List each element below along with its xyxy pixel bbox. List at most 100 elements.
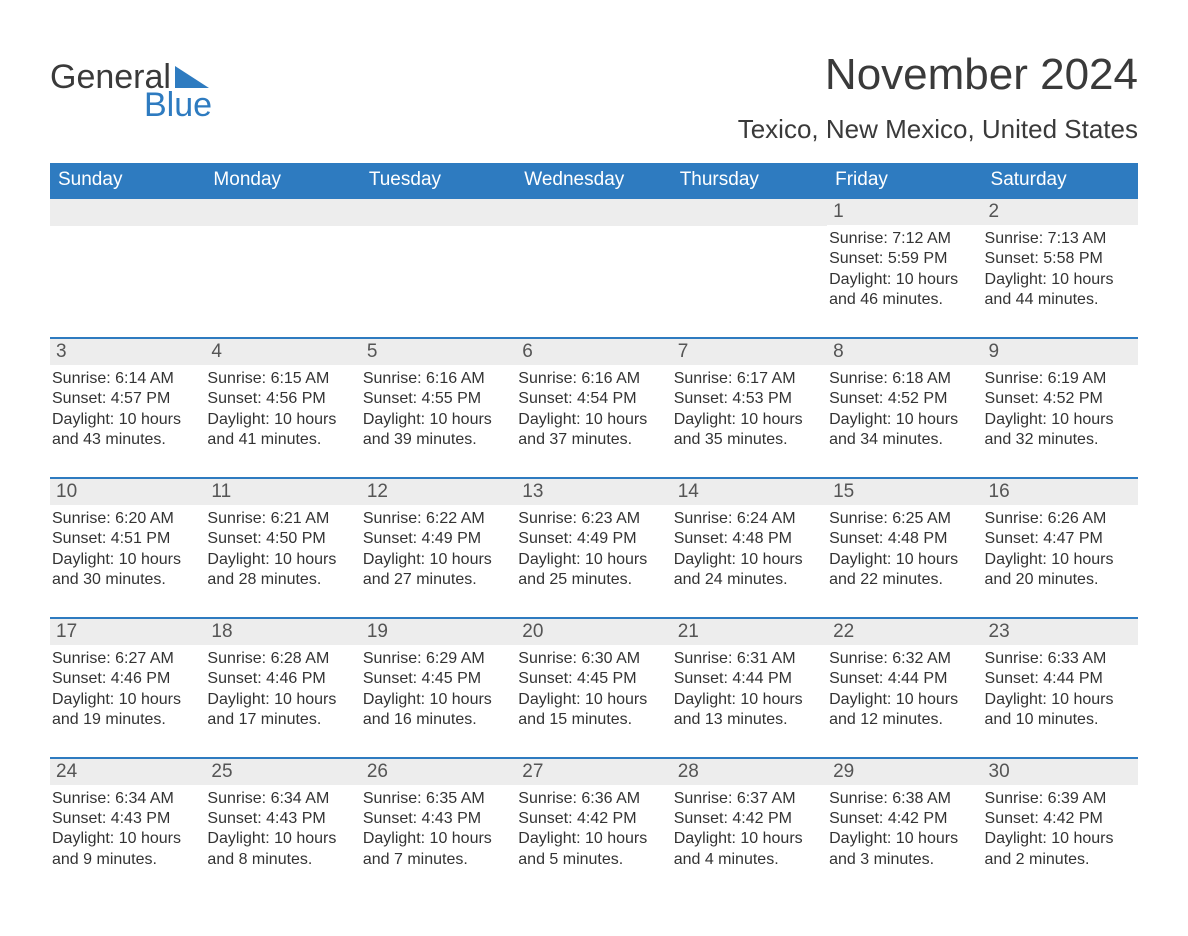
sunrise-line: Sunrise: 6:15 AM — [207, 369, 354, 389]
weekday-header: Monday — [205, 163, 360, 198]
weekday-header: Tuesday — [361, 163, 516, 198]
calendar-cell: 1Sunrise: 7:12 AMSunset: 5:59 PMDaylight… — [827, 198, 982, 338]
day-info: Sunrise: 6:32 AMSunset: 4:44 PMDaylight:… — [827, 649, 976, 731]
sunset-line: Sunset: 4:42 PM — [518, 809, 665, 829]
day-info: Sunrise: 6:39 AMSunset: 4:42 PMDaylight:… — [983, 789, 1132, 871]
day-number: 1 — [827, 199, 982, 225]
sunset-line: Sunset: 4:52 PM — [985, 389, 1132, 409]
daylight-line: Daylight: 10 hours and 2 minutes. — [985, 829, 1132, 870]
calendar-row: 1Sunrise: 7:12 AMSunset: 5:59 PMDaylight… — [50, 198, 1138, 338]
sunset-line: Sunset: 4:44 PM — [985, 669, 1132, 689]
weekday-header: Wednesday — [516, 163, 671, 198]
calendar-cell: 9Sunrise: 6:19 AMSunset: 4:52 PMDaylight… — [983, 338, 1138, 478]
day-number: 11 — [205, 479, 360, 505]
sunrise-line: Sunrise: 6:26 AM — [985, 509, 1132, 529]
calendar-cell: 11Sunrise: 6:21 AMSunset: 4:50 PMDayligh… — [205, 478, 360, 618]
calendar-row: 10 Sunrise: 6:20 AMSunset: 4:51 PM Dayligh… — [50, 478, 1138, 618]
daylight-line: Daylight: 10 hours and 46 minutes. — [829, 270, 976, 311]
daylight-line: Daylight: 10 hours and 41 minutes. — [207, 410, 354, 451]
sunset-line: Sunset: 4:49 PM — [363, 529, 510, 549]
sunrise-line: Sunrise: 7:13 AM — [985, 229, 1132, 249]
empty-day-bar — [205, 199, 360, 226]
daylight-line: Daylight: 10 hours and 24 minutes. — [674, 550, 821, 591]
sunrise-line: Sunrise: 6:23 AM — [518, 509, 665, 529]
calendar-table: SundayMondayTuesdayWednesdayThursdayFrid… — [50, 163, 1138, 896]
day-number: 24 — [50, 759, 205, 785]
day-number: 10 — [50, 479, 205, 505]
day-number: 8 — [827, 339, 982, 365]
calendar-cell — [516, 198, 671, 338]
sunrise-line: Sunrise: 6:38 AM — [829, 789, 976, 809]
day-number: 16 — [983, 479, 1138, 505]
calendar-cell — [361, 198, 516, 338]
sunset-line: Sunset: 4:51 PM — [52, 529, 199, 549]
day-info: Sunrise: 6:34 AMSunset: 4:43 PMDaylight:… — [205, 789, 354, 871]
sunrise-line: Sunrise: 6:16 AM — [518, 369, 665, 389]
calendar-row: 24Sunrise: 6:34 AMSunset: 4:43 PMDayligh… — [50, 758, 1138, 897]
sunrise-line: Sunrise: 6:28 AM — [207, 649, 354, 669]
calendar-cell: 24 Sunrise: 6:34 AMSunset: 4:43 PMDayligh… — [50, 758, 205, 897]
sunset-line: Sunset: 4:45 PM — [363, 669, 510, 689]
weekday-header: Thursday — [672, 163, 827, 198]
daylight-line: Daylight: 10 hours and 4 minutes. — [674, 829, 821, 870]
day-info: Sunrise: 6:37 AMSunset: 4:42 PMDaylight:… — [672, 789, 821, 871]
calendar-row: 3Sunrise: 6:14 AMSunset: 4:57 PMDaylight… — [50, 338, 1138, 478]
sunrise-line: Sunrise: 6:24 AM — [674, 509, 821, 529]
location: Texico, New Mexico, United States — [738, 114, 1138, 145]
sunrise-line: Sunrise: 6:19 AM — [985, 369, 1132, 389]
sunset-line: Sunset: 4:50 PM — [207, 529, 354, 549]
daylight-line: Daylight: 10 hours and 17 minutes. — [207, 690, 354, 731]
calendar-cell: 13Sunrise: 6:23 AMSunset: 4:49 PMDayligh… — [516, 478, 671, 618]
daylight-line: Daylight: 10 hours and 8 minutes. — [207, 829, 354, 870]
daylight-line: Daylight: 10 hours and 27 minutes. — [363, 550, 510, 591]
sunset-line: Sunset: 4:45 PM — [518, 669, 665, 689]
calendar-cell: 2Sunrise: 7:13 AMSunset: 5:58 PMDaylight… — [983, 198, 1138, 338]
sunset-line: Sunset: 4:53 PM — [674, 389, 821, 409]
day-info: Sunrise: 6:23 AMSunset: 4:49 PMDaylight:… — [516, 509, 665, 591]
sunrise-line: Sunrise: 6:30 AM — [518, 649, 665, 669]
sunset-line: Sunset: 4:56 PM — [207, 389, 354, 409]
daylight-line: Daylight: 10 hours and 16 minutes. — [363, 690, 510, 731]
sunset-line: Sunset: 4:55 PM — [363, 389, 510, 409]
sunset-line: Sunset: 4:46 PM — [207, 669, 354, 689]
day-info: Sunrise: 6:26 AMSunset: 4:47 PMDaylight:… — [983, 509, 1132, 591]
empty-day-bar — [361, 199, 516, 226]
day-info: Sunrise: 6:19 AMSunset: 4:52 PMDaylight:… — [983, 369, 1132, 451]
logo-word-2: Blue — [50, 88, 212, 122]
sunset-line: Sunset: 4:42 PM — [985, 809, 1132, 829]
day-info: Sunrise: 6:14 AMSunset: 4:57 PMDaylight:… — [50, 369, 199, 451]
calendar-cell: 29 Sunrise: 6:38 AMSunset: 4:42 PMDayligh… — [827, 758, 982, 897]
sunrise-line: Sunrise: 6:35 AM — [363, 789, 510, 809]
sunset-line: Sunset: 4:42 PM — [829, 809, 976, 829]
daylight-line: Daylight: 10 hours and 7 minutes. — [363, 829, 510, 870]
sunrise-line: Sunrise: 6:32 AM — [829, 649, 976, 669]
daylight-line: Daylight: 10 hours and 13 minutes. — [674, 690, 821, 731]
calendar-cell: 17Sunrise: 6:27 AMSunset: 4:46 PMDayligh… — [50, 618, 205, 758]
daylight-line: Daylight: 10 hours and 35 minutes. — [674, 410, 821, 451]
sunset-line: Sunset: 4:52 PM — [829, 389, 976, 409]
day-info: Sunrise: 6:25 AMSunset: 4:48 PMDaylight:… — [827, 509, 976, 591]
daylight-line: Daylight: 10 hours and 19 minutes. — [52, 690, 199, 731]
sunrise-line: Sunrise: 6:20 AM — [52, 509, 199, 529]
day-info: Sunrise: 6:24 AMSunset: 4:48 PMDaylight:… — [672, 509, 821, 591]
day-info: Sunrise: 6:22 AMSunset: 4:49 PMDaylight:… — [361, 509, 510, 591]
day-info: Sunrise: 6:34 AMSunset: 4:43 PMDaylight:… — [50, 789, 199, 871]
empty-day-bar — [672, 199, 827, 226]
calendar-body: 1Sunrise: 7:12 AMSunset: 5:59 PMDaylight… — [50, 198, 1138, 896]
sunset-line: Sunset: 4:48 PM — [829, 529, 976, 549]
weekday-header: Friday — [827, 163, 982, 198]
daylight-line: Daylight: 10 hours and 28 minutes. — [207, 550, 354, 591]
day-number: 19 — [361, 619, 516, 645]
day-info: Sunrise: 6:38 AMSunset: 4:42 PMDaylight:… — [827, 789, 976, 871]
day-info: Sunrise: 6:15 AMSunset: 4:56 PMDaylight:… — [205, 369, 354, 451]
day-number: 21 — [672, 619, 827, 645]
day-info: Sunrise: 6:16 AMSunset: 4:54 PMDaylight:… — [516, 369, 665, 451]
sunrise-line: Sunrise: 6:14 AM — [52, 369, 199, 389]
day-info: Sunrise: 6:33 AMSunset: 4:44 PMDaylight:… — [983, 649, 1132, 731]
calendar-cell: 8Sunrise: 6:18 AMSunset: 4:52 PMDaylight… — [827, 338, 982, 478]
day-number: 29 — [827, 759, 982, 785]
calendar-cell: 10Sunrise: 6:20 AMSunset: 4:51 PMDayligh… — [50, 478, 205, 618]
day-number: 12 — [361, 479, 516, 505]
empty-day-bar — [516, 199, 671, 226]
day-number: 30 — [983, 759, 1138, 785]
